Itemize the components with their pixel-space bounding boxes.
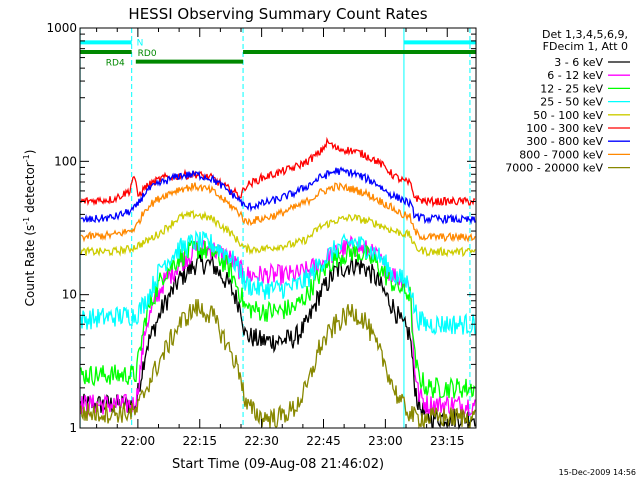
series-line-5	[80, 136, 476, 208]
y-tick-label-2: 100	[54, 154, 77, 168]
x-tick-label-1: 22:15	[182, 434, 217, 448]
y-axis-label: Count Rate (s-1 detector-1)	[22, 150, 37, 307]
legend-label-6: 300 - 800 keV	[526, 135, 603, 148]
legend-label-1: 6 - 12 keV	[547, 69, 603, 82]
y-axis-label-sup2: -1	[22, 154, 31, 162]
legend-label-2: 12 - 25 keV	[540, 82, 603, 95]
x-tick-label-4: 23:00	[368, 434, 403, 448]
legend-label-7: 800 - 7000 keV	[519, 148, 603, 161]
y-axis-label-sup1: -1	[22, 217, 31, 225]
series-line-4	[80, 209, 476, 258]
x-tick-label-3: 22:45	[306, 434, 341, 448]
series-line-8	[80, 299, 476, 430]
legend-header-0: Det 1,3,4,5,6,9,	[542, 28, 628, 41]
status-bar-label-1: RD0	[138, 49, 157, 59]
y-axis-label-mid: detector	[23, 162, 37, 217]
series-lines	[80, 136, 476, 430]
series-line-2	[80, 240, 476, 399]
x-tick-label-0: 22:00	[121, 434, 156, 448]
vertical-markers	[79, 28, 471, 428]
legend-header-1: FDecim 1, Att 0	[543, 40, 628, 53]
legend-label-0: 3 - 6 keV	[554, 56, 603, 69]
x-tick-label-5: 23:15	[430, 434, 465, 448]
series-line-7	[80, 182, 476, 243]
y-tick-label-0: 1	[69, 421, 77, 435]
series-line-0	[80, 253, 476, 430]
x-axis-label: Start Time (09-Aug-08 21:46:02)	[172, 457, 384, 472]
status-bar-label-0: N	[137, 38, 144, 48]
y-tick-label-1: 10	[62, 288, 77, 302]
legend-label-8: 7000 - 20000 keV	[505, 162, 603, 175]
y-axis-label-end: )	[23, 150, 37, 155]
chart-title: HESSI Observing Summary Count Rates	[128, 5, 427, 23]
legend: Det 1,3,4,5,6,9,FDecim 1, Att 0 3 - 6 keV…	[505, 28, 630, 175]
status-bar-label-2: RD4	[106, 59, 125, 69]
plot-frame	[79, 27, 477, 429]
footer-timestamp: 15-Dec-2009 14:56	[559, 468, 636, 477]
legend-label-4: 50 - 100 keV	[533, 109, 603, 122]
series-line-3	[80, 230, 476, 336]
y-axis-label-main: Count Rate (s	[23, 225, 37, 307]
legend-label-5: 100 - 300 keV	[526, 122, 603, 135]
x-tick-label-2: 22:30	[244, 434, 279, 448]
x-axis-ticks: 22:00 22:15 22:30 22:45 23:00 23:15	[96, 28, 469, 448]
legend-label-3: 25 - 50 keV	[540, 96, 603, 109]
y-tick-label-3: 1000	[46, 21, 77, 35]
series-line-6	[80, 166, 476, 225]
